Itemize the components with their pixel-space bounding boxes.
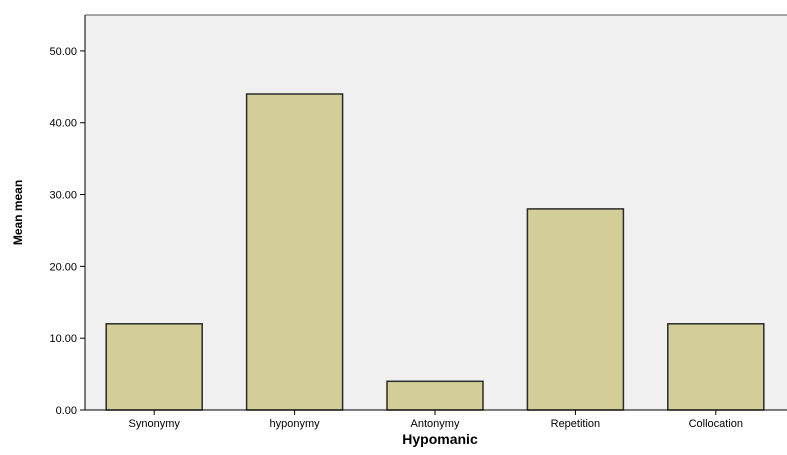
bar-repetition — [526, 208, 625, 411]
y-axis-label: Mean mean — [11, 180, 25, 245]
x-tick-label: Repetition — [551, 418, 601, 430]
y-tick-label: 30.00 — [49, 190, 77, 202]
bar-synonymy — [105, 323, 203, 411]
x-tick-label: Synonymy — [129, 418, 181, 430]
y-axis-ticks: 0.00 10.00 20.00 30.00 40.00 50.00 — [49, 46, 85, 417]
y-tick-label: 50.00 — [49, 46, 77, 58]
bar-hyponymy — [245, 93, 344, 411]
bar-collocation — [667, 323, 765, 411]
x-tick-label: Antonymy — [411, 418, 460, 430]
y-tick-label: 20.00 — [49, 261, 77, 273]
x-axis-label: Hypomanic — [402, 431, 478, 447]
x-tick-label: Collocation — [689, 418, 743, 430]
y-tick-label: 10.00 — [49, 333, 77, 345]
x-tick-label: hyponymy — [270, 418, 321, 430]
x-axis-ticks: Synonymy hyponymy Antonymy Repetition Colloc… — [129, 410, 743, 430]
y-tick-label: 0.00 — [56, 405, 77, 417]
y-tick-label: 40.00 — [49, 118, 77, 130]
bar-antonymy — [386, 380, 484, 411]
